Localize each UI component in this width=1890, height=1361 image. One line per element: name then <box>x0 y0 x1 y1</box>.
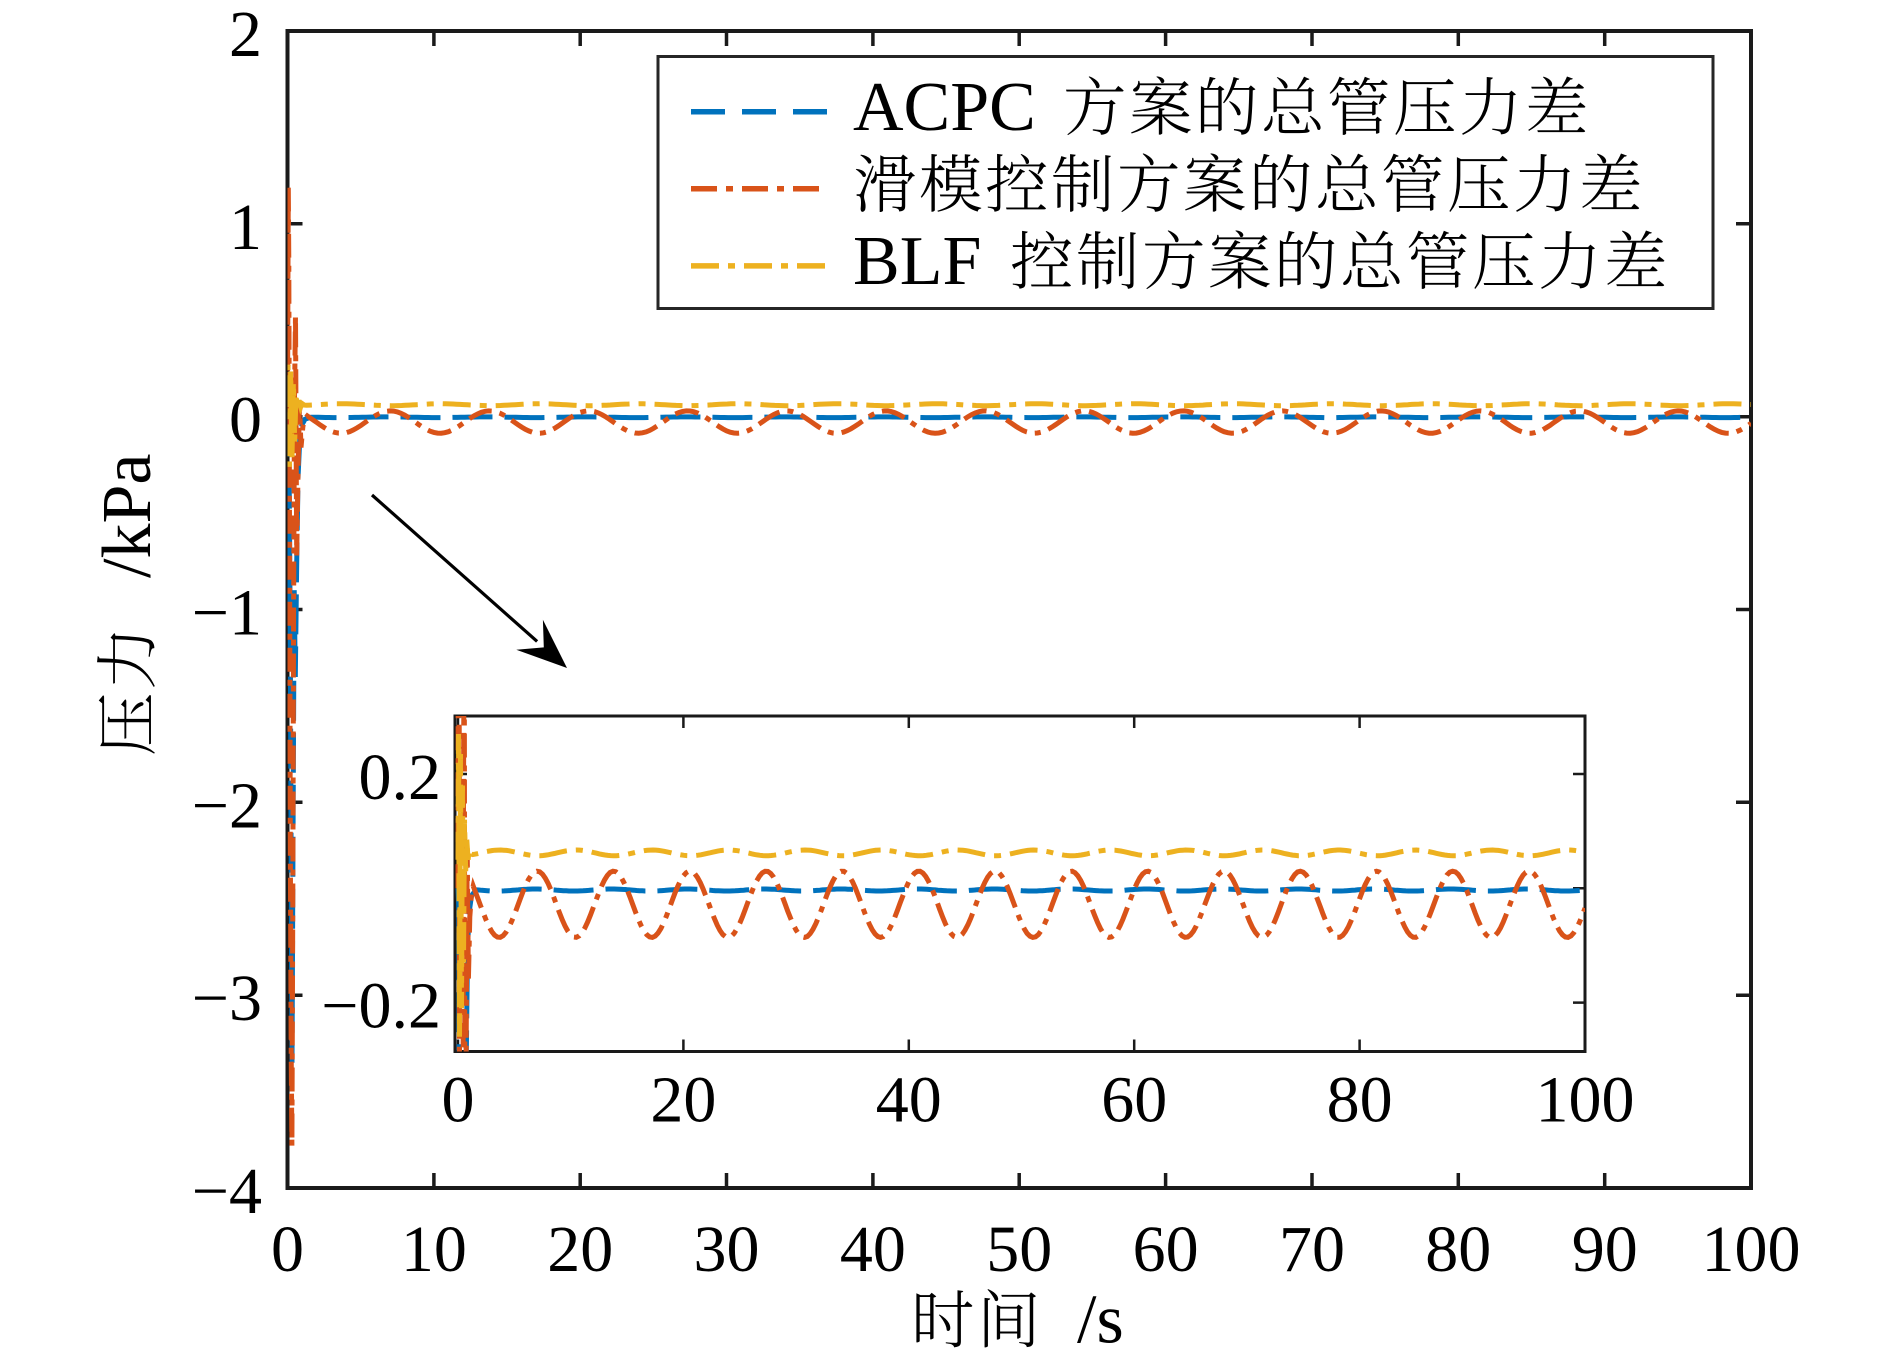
svg-text:100: 100 <box>1702 1213 1801 1286</box>
svg-text:20: 20 <box>650 1064 716 1137</box>
svg-text:−1: −1 <box>192 577 262 650</box>
svg-text:BLF: BLF <box>853 223 981 300</box>
svg-text:2: 2 <box>229 0 262 71</box>
svg-text:0: 0 <box>229 384 262 457</box>
svg-text:20: 20 <box>547 1213 613 1286</box>
svg-text:100: 100 <box>1536 1064 1635 1137</box>
svg-text:30: 30 <box>694 1213 760 1286</box>
svg-text:50: 50 <box>986 1213 1052 1286</box>
svg-text:70: 70 <box>1279 1213 1345 1286</box>
svg-text:90: 90 <box>1572 1213 1638 1286</box>
svg-text:40: 40 <box>840 1213 906 1286</box>
svg-text:−2: −2 <box>192 769 262 842</box>
svg-text:−4: −4 <box>192 1155 262 1228</box>
svg-text:10: 10 <box>401 1213 467 1286</box>
svg-text:−0.2: −0.2 <box>321 970 441 1043</box>
svg-text:1: 1 <box>229 191 262 264</box>
svg-text:−3: −3 <box>192 962 262 1035</box>
svg-text:80: 80 <box>1327 1064 1393 1137</box>
svg-text:40: 40 <box>876 1064 942 1137</box>
svg-text:/kPa: /kPa <box>89 454 166 578</box>
svg-text:ACPC: ACPC <box>853 69 1036 146</box>
svg-text:0: 0 <box>271 1213 304 1286</box>
svg-text:0: 0 <box>442 1064 475 1137</box>
svg-text:0.2: 0.2 <box>359 741 442 814</box>
svg-text:80: 80 <box>1425 1213 1491 1286</box>
svg-text:60: 60 <box>1101 1064 1167 1137</box>
svg-text:60: 60 <box>1133 1213 1199 1286</box>
svg-text:/s: /s <box>1077 1282 1124 1359</box>
